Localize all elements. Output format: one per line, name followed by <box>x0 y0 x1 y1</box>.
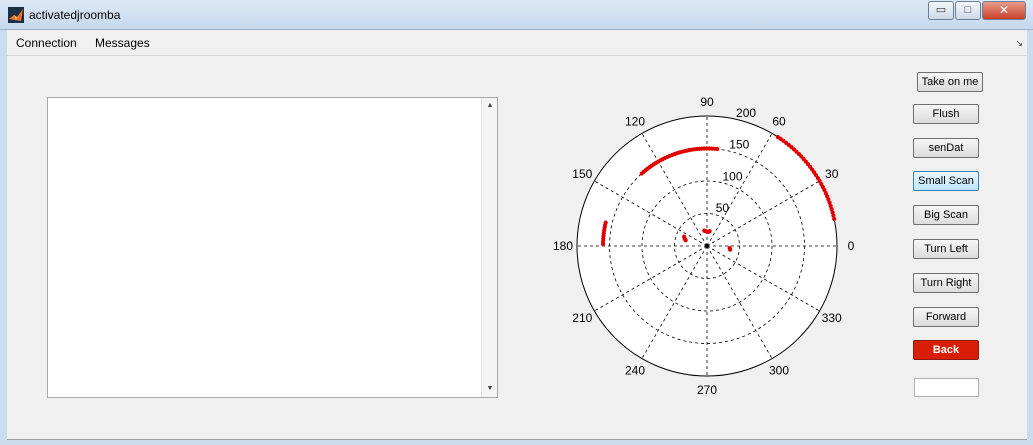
vertical-scrollbar[interactable]: ▲ ▼ <box>481 98 497 397</box>
angle-tick-label: 270 <box>697 383 717 397</box>
scan-point <box>826 197 831 202</box>
polar-spoke <box>594 245 708 312</box>
scan-point <box>829 206 834 212</box>
scan-point <box>827 200 832 205</box>
polar-ring <box>641 180 773 312</box>
close-icon: ✕ <box>998 3 1010 17</box>
close-button[interactable]: ✕ <box>982 1 1026 20</box>
polar-spoke <box>706 180 820 247</box>
flush-button[interactable]: Flush <box>913 104 979 124</box>
minimize-button[interactable]: ▭ <box>928 1 954 20</box>
menu-connection[interactable]: Connection <box>16 36 77 50</box>
angle-tick-label: 300 <box>769 364 789 378</box>
maximize-button[interactable]: □ <box>955 1 981 20</box>
window-title: activatedjroomba <box>29 8 121 22</box>
take-on-me-button[interactable]: Take on me <box>917 72 983 92</box>
scan-point <box>775 134 780 140</box>
scan-point <box>681 234 687 239</box>
angle-tick-label: 0 <box>848 239 855 253</box>
angle-tick-label: 210 <box>572 311 592 325</box>
turn-left-button[interactable]: Turn Left <box>913 239 979 259</box>
matlab-logo-icon <box>8 7 24 23</box>
menu-bar: Connection Messages ↘ <box>7 30 1027 56</box>
angle-tick-label: 90 <box>700 95 714 109</box>
scan-point <box>707 229 712 234</box>
sendat-button[interactable]: senDat <box>913 138 979 158</box>
scroll-down-icon[interactable]: ▼ <box>486 385 494 392</box>
output-listbox[interactable]: ▲ ▼ <box>47 97 498 398</box>
back-button[interactable]: Back <box>913 340 979 360</box>
scan-points <box>600 134 837 252</box>
scan-point <box>600 242 606 247</box>
small-scan-button[interactable]: Small Scan <box>913 171 979 191</box>
angle-tick-label: 330 <box>822 311 842 325</box>
polar-spoke <box>641 133 708 247</box>
maximize-icon: □ <box>964 4 972 16</box>
angle-tick-label: 240 <box>625 364 645 378</box>
big-scan-button[interactable]: Big Scan <box>913 205 979 225</box>
polar-spoke <box>706 245 773 359</box>
polar-spoke <box>706 133 773 247</box>
turn-right-button[interactable]: Turn Right <box>913 273 979 293</box>
radius-tick-label: 50 <box>716 201 730 215</box>
scan-point <box>828 203 833 208</box>
polar-scan-plot: 0 30 60 90 120 150 180 210 240 270 300 330 50 100 150 2… <box>553 95 855 397</box>
angle-tick-label: 30 <box>825 167 839 181</box>
radius-tick-label: 200 <box>736 106 756 120</box>
polar-origin <box>705 244 709 248</box>
scan-point <box>639 171 644 176</box>
title-bar: activatedjroomba ▭ □ ✕ <box>0 0 1033 30</box>
angle-tick-label: 150 <box>572 167 592 181</box>
menu-overflow-icon[interactable]: ↘ <box>1015 38 1023 48</box>
scan-point <box>830 210 835 215</box>
angle-tick-label: 120 <box>625 114 645 128</box>
polar-spoke <box>641 245 708 359</box>
scan-point <box>832 216 837 222</box>
angle-tick-label: 60 <box>772 114 786 128</box>
angle-tick-label: 180 <box>553 239 573 253</box>
polar-spoke <box>594 180 708 247</box>
scan-point <box>728 247 733 252</box>
scroll-up-icon[interactable]: ▲ <box>486 102 494 109</box>
value-input[interactable] <box>914 378 979 397</box>
minimize-icon: ▭ <box>935 4 947 16</box>
forward-button[interactable]: Forward <box>913 307 979 327</box>
polar-labels: 0 30 60 90 120 150 180 210 240 270 300 330 50 100 150 2… <box>553 95 855 397</box>
polar-spoke <box>706 245 820 312</box>
radius-tick-label: 100 <box>723 169 743 183</box>
menu-messages[interactable]: Messages <box>95 36 150 50</box>
radius-tick-label: 150 <box>729 138 749 152</box>
figure-panel: ▲ ▼ 0 30 60 90 120 150 180 210 240 270 300 330 50 100… <box>7 56 1027 440</box>
scan-point <box>831 213 836 218</box>
